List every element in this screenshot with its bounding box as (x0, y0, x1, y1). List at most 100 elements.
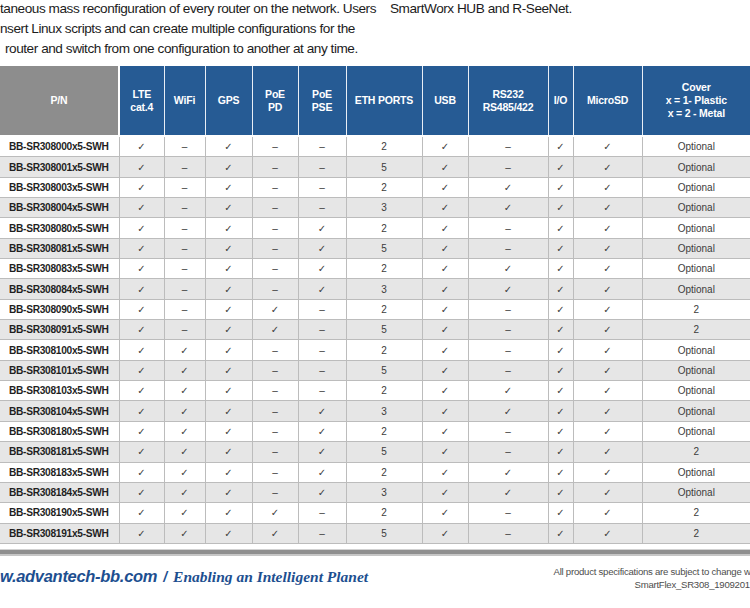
feature-cell: – (164, 279, 205, 299)
footer-slash: / (157, 569, 173, 585)
feature-cell: ✓ (573, 198, 642, 218)
feature-cell: – (468, 218, 548, 238)
feature-cell: ✓ (164, 401, 205, 421)
feature-cell: ✓ (205, 503, 252, 523)
feature-cell: – (298, 320, 346, 340)
table-row: BB-SR308184x5-SWH✓✓✓–✓3✓✓✓✓Optional (0, 482, 750, 502)
feature-cell: ✓ (422, 259, 468, 279)
feature-cell: – (252, 157, 298, 177)
feature-cell: ✓ (298, 401, 346, 421)
feature-cell: ✓ (468, 381, 548, 401)
feature-cell: – (164, 157, 205, 177)
feature-cell: Optional (642, 259, 750, 279)
feature-cell: – (468, 442, 548, 462)
feature-cell: 3 (346, 198, 422, 218)
feature-cell: ✓ (422, 360, 468, 380)
column-header-5: ETH PORTS (346, 66, 422, 136)
feature-cell: ✓ (119, 177, 164, 197)
feature-cell: ✓ (119, 360, 164, 380)
feature-cell: ✓ (164, 523, 205, 543)
feature-cell: ✓ (164, 360, 205, 380)
feature-cell: – (164, 299, 205, 319)
pn-cell: BB-SR308080x5-SWH (0, 218, 119, 238)
feature-cell: ✓ (164, 462, 205, 482)
feature-cell: – (164, 238, 205, 258)
feature-cell: – (298, 157, 346, 177)
table-row: BB-SR308103x5-SWH✓✓✓––2✓✓✓✓Optional (0, 381, 750, 401)
feature-cell: ✓ (573, 401, 642, 421)
feature-cell: ✓ (119, 299, 164, 319)
feature-cell: ✓ (164, 442, 205, 462)
feature-cell: ✓ (422, 482, 468, 502)
product-spec-table: P/N LTEcat.4WiFiGPSPoEPDPoEPSEETH PORTSU… (0, 66, 750, 544)
feature-cell: ✓ (164, 340, 205, 360)
pn-cell: BB-SR308101x5-SWH (0, 360, 119, 380)
intro-right-column: SmartWorx HUB and R-SeeNet. (390, 0, 746, 19)
feature-cell: ✓ (422, 198, 468, 218)
feature-cell: ✓ (573, 503, 642, 523)
pn-cell: BB-SR308081x5-SWH (0, 238, 119, 258)
feature-cell: ✓ (205, 523, 252, 543)
feature-cell: ✓ (119, 238, 164, 258)
feature-cell: Optional (642, 177, 750, 197)
feature-cell: 2 (346, 340, 422, 360)
feature-cell: ✓ (205, 238, 252, 258)
pn-cell: BB-SR308180x5-SWH (0, 421, 119, 441)
website-link[interactable]: w.advantech-bb.com (0, 567, 157, 585)
feature-cell: ✓ (205, 482, 252, 502)
feature-cell: ✓ (119, 381, 164, 401)
feature-cell: ✓ (298, 421, 346, 441)
column-header-3: PoEPD (252, 66, 298, 136)
footer-note: All product specifications are subject t… (554, 566, 750, 591)
table-row: BB-SR308080x5-SWH✓–✓–✓2✓–✓✓Optional (0, 218, 750, 238)
feature-cell: ✓ (119, 259, 164, 279)
feature-cell: 2 (642, 523, 750, 543)
feature-cell: ✓ (205, 340, 252, 360)
feature-cell: ✓ (548, 136, 573, 157)
pn-cell: BB-SR308104x5-SWH (0, 401, 119, 421)
feature-cell: ✓ (548, 462, 573, 482)
feature-cell: 5 (346, 523, 422, 543)
feature-cell: ✓ (298, 279, 346, 299)
feature-cell: – (252, 259, 298, 279)
feature-cell: ✓ (548, 381, 573, 401)
feature-cell: ✓ (422, 279, 468, 299)
feature-cell: Optional (642, 401, 750, 421)
feature-cell: Optional (642, 238, 750, 258)
feature-cell: – (252, 462, 298, 482)
feature-cell: ✓ (548, 503, 573, 523)
feature-cell: – (298, 381, 346, 401)
feature-cell: 2 (346, 177, 422, 197)
feature-cell: ✓ (573, 320, 642, 340)
feature-cell: ✓ (205, 259, 252, 279)
feature-cell: ✓ (573, 482, 642, 502)
feature-cell: – (252, 136, 298, 157)
feature-cell: ✓ (252, 503, 298, 523)
feature-cell: – (164, 177, 205, 197)
table-row: BB-SR308101x5-SWH✓✓✓––5✓–✓✓Optional (0, 360, 750, 380)
feature-cell: 5 (346, 360, 422, 380)
feature-cell: ✓ (573, 523, 642, 543)
feature-cell: ✓ (119, 523, 164, 543)
table-row: BB-SR308090x5-SWH✓–✓✓–2✓–✓✓2 (0, 299, 750, 319)
feature-cell: ✓ (468, 177, 548, 197)
pn-cell: BB-SR308191x5-SWH (0, 523, 119, 543)
feature-cell: 2 (642, 299, 750, 319)
footer-note-line-1: All product specifications are subject t… (554, 566, 750, 579)
feature-cell: ✓ (468, 401, 548, 421)
feature-cell: ✓ (422, 421, 468, 441)
feature-cell: 5 (346, 238, 422, 258)
feature-cell: – (252, 238, 298, 258)
pn-cell: BB-SR308083x5-SWH (0, 259, 119, 279)
feature-cell: ✓ (205, 401, 252, 421)
feature-cell: ✓ (548, 279, 573, 299)
column-header-1: WiFi (164, 66, 205, 136)
feature-cell: ✓ (548, 218, 573, 238)
feature-cell: ✓ (119, 320, 164, 340)
feature-cell: Optional (642, 198, 750, 218)
intro-right-line-1: SmartWorx HUB and R-SeeNet. (390, 0, 746, 19)
feature-cell: 2 (346, 259, 422, 279)
feature-cell: ✓ (573, 381, 642, 401)
feature-cell: ✓ (422, 299, 468, 319)
feature-cell: Optional (642, 279, 750, 299)
